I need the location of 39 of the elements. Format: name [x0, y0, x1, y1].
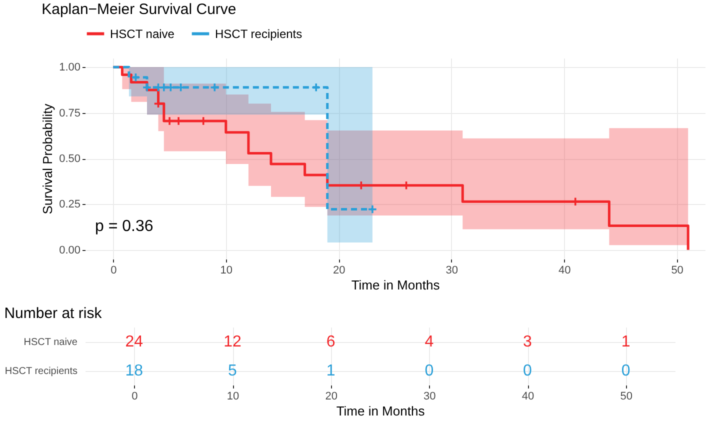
y-tick-label: HSCT naive: [24, 337, 78, 348]
x-tick-label: 50: [620, 390, 632, 402]
data-label: 18: [125, 362, 144, 380]
y-tick-label: 1.00: [59, 62, 80, 74]
x-tick-label: 30: [446, 264, 458, 276]
x-tick-label: 40: [558, 264, 571, 276]
x-tick-label: 30: [424, 390, 436, 402]
data-label: 0: [523, 362, 532, 380]
chart-title: Kaplan−Meier Survival Curve: [42, 1, 236, 18]
data-label: 4: [424, 334, 434, 350]
x-tick-label: 50: [671, 264, 684, 276]
x-axis-title: Time in Months: [336, 404, 426, 418]
x-tick-label: 0: [110, 264, 117, 276]
data-label: 24: [125, 334, 144, 350]
annotation: p = 0.36: [95, 218, 154, 235]
data-label: 1: [326, 362, 336, 380]
data-label: 6: [326, 334, 336, 350]
data-label: 3: [523, 334, 532, 350]
y-tick-label: 0.25: [59, 198, 80, 211]
data-label: 1: [621, 334, 630, 350]
y-tick-label: 0.75: [59, 107, 80, 120]
legend-label: HSCT naive: [110, 26, 175, 41]
y-tick-label: 0.00: [59, 244, 80, 256]
x-tick-label: 0: [132, 390, 138, 402]
x-tick-label: 20: [325, 390, 338, 402]
x-tick-label: 10: [226, 390, 240, 402]
data-label: 12: [224, 334, 242, 350]
x-tick-label: 10: [220, 264, 233, 276]
y-tick-label: HSCT recipients: [4, 366, 78, 377]
legend-label: HSCT recipients: [215, 26, 302, 41]
x-axis-title: Time in Months: [351, 278, 440, 292]
y-tick-label: 0.50: [59, 153, 80, 165]
x-tick-label: 40: [522, 390, 534, 402]
data-label: 0: [621, 362, 630, 380]
data-label: 0: [424, 362, 434, 380]
y-axis-title: Survival Probability: [40, 103, 56, 214]
data-label: 5: [228, 362, 238, 380]
x-tick-label: 20: [333, 264, 346, 276]
chart-title: Number at risk: [4, 305, 102, 322]
